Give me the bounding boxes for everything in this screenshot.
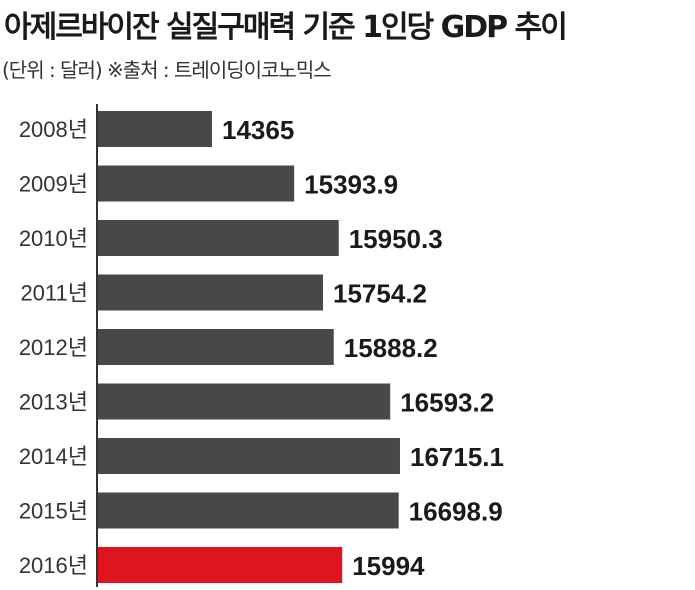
highlight-bar: [98, 547, 343, 583]
bar: [98, 220, 339, 256]
chart-title: 아제르바이잔 실질구매력 기준 1인당 GDP 추이: [4, 10, 568, 45]
bars-group: 2008년 14365 2009년 15393.9 2010년 15950.3 2011년 1…: [19, 111, 504, 583]
category-label: 2011년: [20, 281, 88, 306]
value-label: 16715.1: [410, 442, 504, 472]
value-label: 16593.2: [400, 388, 494, 418]
category-label: 2008년: [19, 117, 88, 142]
chart-subtitle: (단위 : 달러) ※출처 : 트레이딩이코노믹스: [2, 58, 332, 82]
value-label: 16698.9: [409, 497, 503, 527]
bar: [98, 111, 212, 147]
category-label: 2010년: [19, 226, 88, 251]
category-label: 2015년: [19, 499, 88, 524]
bar: [98, 383, 391, 420]
bar: [98, 438, 400, 474]
bar: [98, 329, 334, 365]
category-label: 2012년: [19, 335, 88, 360]
category-label: 2009년: [19, 172, 88, 197]
value-label: 14365: [222, 115, 294, 145]
category-label: 2014년: [19, 444, 88, 469]
value-label: 15754.2: [333, 279, 427, 309]
bar: [98, 165, 295, 202]
value-label: 15950.3: [349, 224, 443, 254]
bar: [98, 492, 399, 529]
category-label: 2013년: [19, 390, 88, 415]
value-label: 15393.9: [304, 170, 398, 200]
value-label: 15888.2: [344, 333, 438, 363]
value-label: 15994: [352, 551, 425, 581]
category-label: 2016년: [19, 553, 88, 578]
bar: [98, 274, 324, 311]
